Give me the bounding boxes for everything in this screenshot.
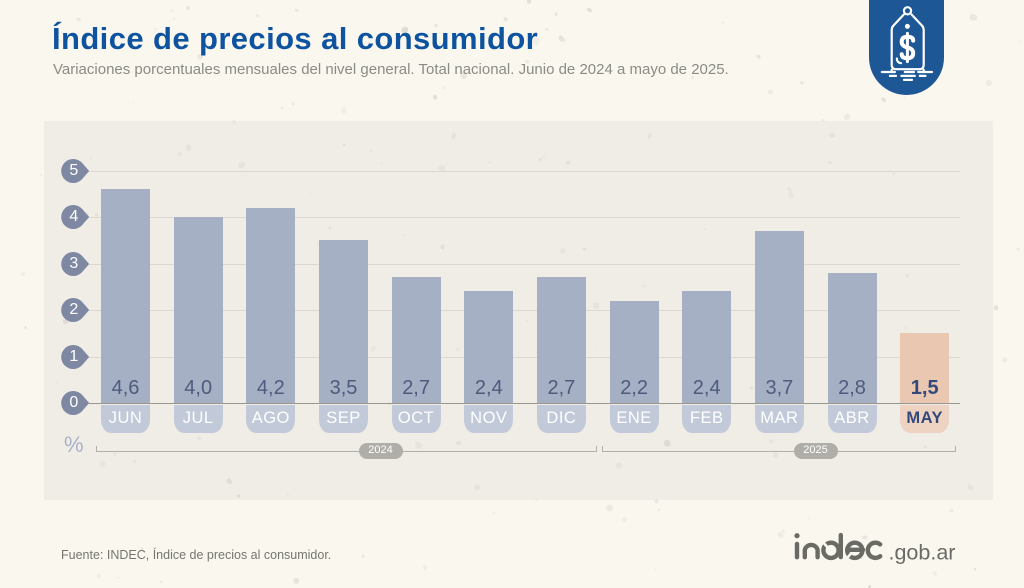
svg-text:.gob.ar: .gob.ar — [889, 540, 956, 564]
